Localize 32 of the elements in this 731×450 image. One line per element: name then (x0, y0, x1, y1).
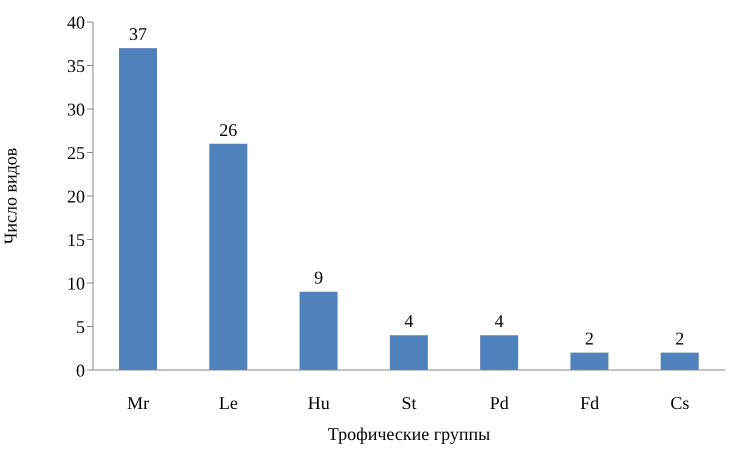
data-label: 4 (404, 311, 414, 332)
x-tick-label: Fd (580, 392, 600, 413)
data-label: 2 (675, 328, 684, 349)
data-label: 9 (314, 268, 324, 288)
bar (390, 335, 428, 370)
y-axis-title: Число видов (0, 148, 20, 244)
y-tick-label: 5 (76, 316, 85, 337)
data-label: 26 (219, 120, 238, 140)
x-tick-label: Hu (308, 392, 330, 413)
y-tick-label: 10 (67, 273, 85, 294)
y-tick-label: 40 (67, 12, 85, 32)
bar (480, 335, 518, 370)
data-label: 2 (584, 328, 594, 349)
x-tick-label: Cs (670, 392, 690, 413)
y-tick-label: 25 (67, 142, 85, 163)
bar (570, 352, 608, 370)
bar (300, 292, 338, 370)
data-label: 4 (494, 311, 504, 332)
x-tick-label: Pd (490, 392, 509, 413)
x-tick-label: Le (218, 392, 238, 413)
bar (660, 352, 699, 370)
y-tick-label: 35 (67, 56, 85, 76)
x-tick-label: Mr (127, 392, 150, 413)
bar (119, 48, 157, 370)
x-axis-title: Трофические группы (328, 424, 490, 444)
y-tick-label: 30 (67, 99, 85, 120)
y-tick-label: 20 (67, 186, 85, 206)
x-tick-label: St (401, 392, 417, 413)
y-tick-label: 0 (76, 360, 85, 380)
bar (209, 144, 248, 370)
y-tick-label: 15 (67, 230, 85, 250)
data-label: 37 (129, 24, 147, 44)
